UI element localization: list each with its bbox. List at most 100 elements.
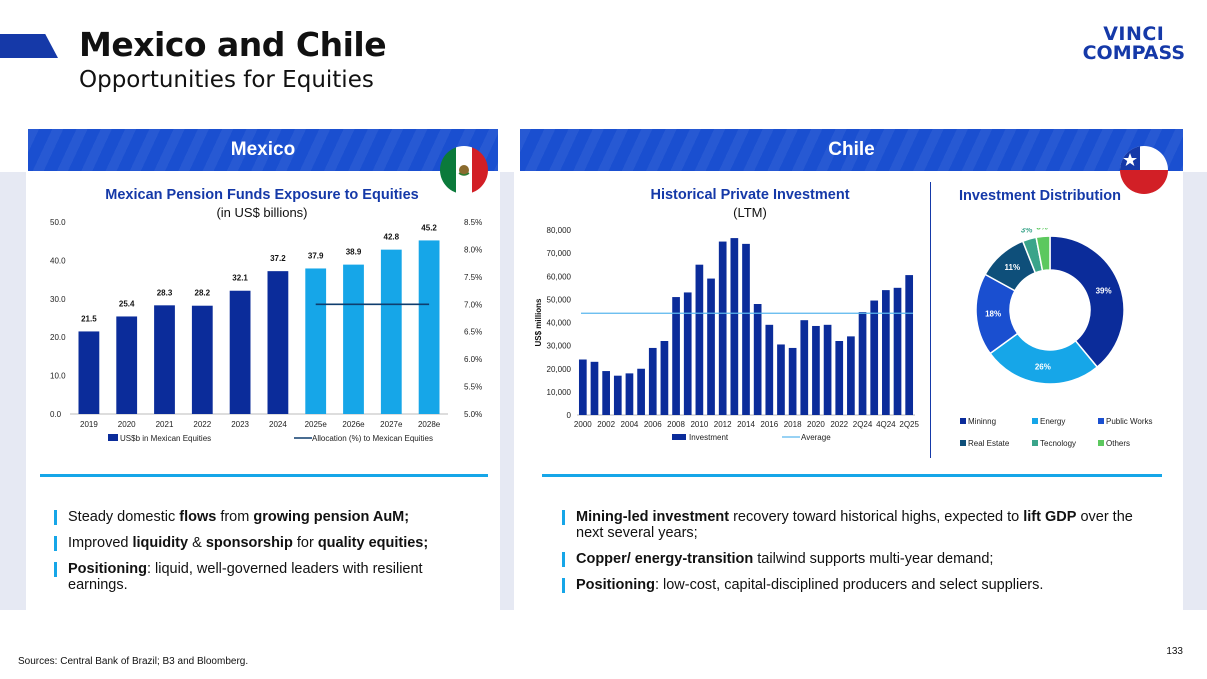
y-tick-label: 10.0 [50,372,66,381]
mexico-separator [40,474,488,477]
chile-distribution-chart-title: Investment Distribution [959,188,1121,204]
x-tick-label: 2020 [807,420,825,429]
page-number: 133 [1166,646,1183,657]
x-tick-label: 2018 [784,420,802,429]
x-tick-label: 4Q24 [876,420,896,429]
legend-swatch [960,440,966,446]
y-tick-label: 20,000 [547,365,572,374]
bar [788,347,797,415]
y-tick-label: 80,000 [547,226,572,235]
bar [229,290,251,414]
legend-label: Energy [1040,417,1065,426]
bar [905,275,914,415]
bar [305,268,327,414]
legend-label: Mininng [968,417,996,426]
bar [672,297,680,415]
legend-label: Public Works [1106,417,1153,426]
bar [777,344,785,415]
legend-swatch [960,418,966,424]
logo-line-2: COMPASS [1082,42,1185,64]
x-tick-label: 2010 [690,420,708,429]
mexico-bullet-list: Steady domestic flows from growing pensi… [54,509,474,603]
mexico-bullet: Positioning: liquid, well-governed leade… [54,561,474,593]
bar-value-label: 28.3 [157,288,173,297]
y-tick-label: 30,000 [547,342,572,351]
y2-tick-label: 6.5% [464,328,482,337]
y-tick-label: 60,000 [547,272,572,281]
bar [613,375,622,415]
mexico-chart-subtitle: (in US$ billions) [216,205,308,220]
right-bg-band [1183,172,1207,610]
legend-swatch [1032,418,1038,424]
legend-label-equities: US$b in Mexican Equities [120,434,211,443]
chile-bullet: Positioning: low-cost, capital-disciplin… [562,577,1162,593]
chile-investment-chart-subtitle: (LTM) [733,205,767,220]
donut-value-label: 3% [1021,228,1033,234]
y-tick-label: 10,000 [547,388,572,397]
x-tick-label: 2Q24 [853,420,873,429]
bar-value-label: 42.8 [384,233,400,242]
bar [823,324,832,415]
y2-tick-label: 7.0% [464,300,482,309]
bar [835,341,844,415]
chile-flag-icon [1120,146,1168,194]
legend-swatch [1098,440,1104,446]
x-tick-label: 2025e [305,420,328,429]
bar-value-label: 38.9 [346,248,362,257]
y2-tick-label: 8.5% [464,218,482,227]
donut-value-label: 3% [1036,228,1048,231]
legend-swatch [1098,418,1104,424]
title-accent-bar [0,34,58,58]
vinci-compass-logo: VINCI COMPASS [1083,25,1185,63]
legend-label: Others [1106,439,1130,448]
y2-tick-label: 5.5% [464,383,482,392]
bar [893,287,902,415]
x-tick-label: 2028e [418,420,441,429]
bar [718,241,727,415]
bar [343,264,364,414]
x-tick-label: 2004 [621,420,639,429]
x-tick-label: 2014 [737,420,755,429]
chile-chart-divider [930,182,931,458]
bar [742,243,750,415]
logo-line-1: VINCI [1103,23,1165,45]
chile-separator [542,474,1162,477]
donut-slice [1049,235,1125,369]
y-tick-label: 30.0 [50,295,66,304]
bar [707,278,715,415]
x-tick-label: 2022 [830,420,848,429]
chile-header-label: Chile [828,139,875,160]
mexico-chart-title: Mexican Pension Funds Exposure to Equiti… [105,187,419,203]
legend-swatch-equities [108,434,118,441]
y-axis-label: US$ millions [534,298,543,347]
chile-bullet: Copper/ energy-transition tailwind suppo… [562,551,1162,567]
donut-value-label: 11% [1005,263,1021,272]
chile-bullet-list: Mining-led investment recovery toward hi… [562,509,1162,603]
bar [625,373,634,415]
mexico-bullet: Steady domestic flows from growing pensi… [54,509,474,525]
x-tick-label: 2Q25 [899,420,919,429]
donut-value-label: 26% [1035,363,1051,372]
bar-value-label: 25.4 [119,299,135,308]
chile-bullet: Mining-led investment recovery toward hi… [562,509,1162,541]
bar [116,316,138,414]
x-tick-label: 2020 [118,420,136,429]
bar-value-label: 37.9 [308,251,324,260]
x-tick-label: 2027e [380,420,403,429]
bar [847,336,855,415]
x-tick-label: 2000 [574,420,592,429]
y-tick-label: 40,000 [547,319,572,328]
y2-tick-label: 7.5% [464,273,482,282]
chile-investment-chart-title: Historical Private Investment [650,187,850,203]
bar [870,300,879,415]
y-tick-label: 70,000 [547,249,572,258]
mexico-bar-chart: 0.0 10.0 20.0 30.0 40.0 50.0 5.0% 5.5% 6.0% 6.5% 7… [50,218,482,443]
bar [590,361,599,415]
bar [683,292,692,415]
x-tick-label: 2023 [231,420,249,429]
donut-value-label: 39% [1096,287,1112,296]
y2-tick-label: 5.0% [464,410,482,419]
legend-swatch [1032,440,1038,446]
middle-bg-band [500,172,514,610]
y-tick-label: 40.0 [50,256,66,265]
